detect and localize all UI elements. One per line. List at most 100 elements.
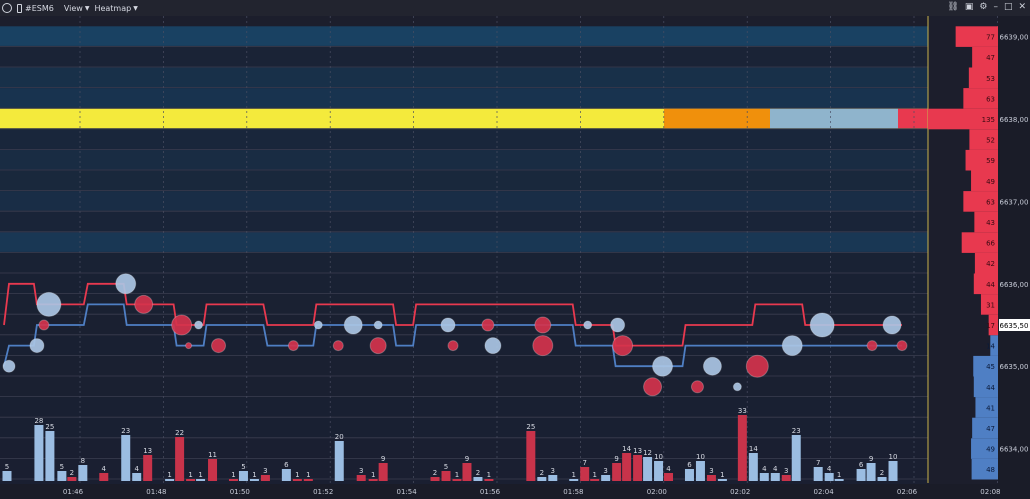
volume-bar — [441, 471, 451, 481]
volume-label: 13 — [633, 447, 642, 455]
depth-profile-layer: 77 47 53 63 135 52 59 49 63 43 66 42 44 31 17 14 45 44 41 4… — [928, 26, 998, 480]
volume-bar — [633, 455, 643, 481]
volume-bar — [57, 471, 67, 481]
volume-label: 3 — [551, 467, 555, 475]
time-tick-label: 01:52 — [313, 488, 333, 496]
heatmap-row — [0, 26, 928, 46]
volume-label: 6 — [687, 461, 692, 469]
gear-icon[interactable]: ⚙ — [979, 2, 988, 12]
volume-label: 9 — [465, 455, 469, 463]
volume-bar — [45, 431, 55, 481]
profile-bid-label: 41 — [986, 404, 995, 412]
heatmap-row — [0, 67, 928, 88]
volume-label: 2 — [433, 469, 437, 477]
maximize-icon[interactable]: □ — [1003, 2, 1013, 12]
time-tick-label: 02:08 — [980, 488, 1000, 496]
profile-ask-label: 63 — [986, 95, 995, 103]
heatmap-segment — [664, 108, 770, 129]
link-icon[interactable]: ⛓ — [947, 2, 959, 12]
view-menu[interactable]: View ▼ — [64, 4, 90, 13]
current-price-tag — [999, 319, 1030, 331]
volume-bar — [781, 475, 791, 481]
trade-bubble — [38, 319, 50, 331]
minimize-icon[interactable]: – — [993, 2, 998, 12]
close-icon[interactable]: ✕ — [1018, 2, 1026, 12]
caret-down-icon: ▼ — [84, 4, 90, 12]
volume-bar — [260, 475, 270, 481]
time-tick-label: 01:48 — [146, 488, 166, 496]
current-price-label: 6635,50 — [1000, 322, 1029, 330]
time-tick-label: 01:54 — [397, 488, 418, 496]
volume-bar — [664, 473, 674, 481]
volume-bar — [695, 461, 705, 481]
volume-label: 4 — [102, 465, 107, 473]
volume-label: 8 — [81, 457, 85, 465]
heatmap-layer — [0, 26, 928, 499]
volume-label: 3 — [784, 467, 788, 475]
heatmap-row — [0, 211, 928, 232]
profile-ask-label: 47 — [986, 54, 995, 62]
axes-layer: 6639,00 6638,00 6637,00 6636,00 6635,50 6635,… — [0, 16, 1030, 499]
volume-bar — [877, 477, 887, 481]
volume-bar — [601, 475, 611, 481]
volume-label: 2 — [70, 469, 74, 477]
heatmap-row — [0, 438, 928, 458]
heatmap-row — [0, 191, 928, 211]
time-tick-label: 02:06 — [897, 488, 918, 496]
volume-bar — [526, 431, 536, 481]
profile-ask-bar — [961, 232, 998, 253]
profile-bid-bar — [973, 355, 998, 377]
price-tick-label: 6636,00 — [1000, 281, 1029, 289]
volume-label: 7 — [816, 459, 820, 467]
trade-bubble — [781, 335, 803, 357]
volume-bar — [612, 463, 622, 481]
heatmap-menu[interactable]: Heatmap ▼ — [94, 4, 137, 13]
volume-bar — [462, 463, 472, 481]
profile-ask-label: 44 — [986, 281, 995, 289]
volume-bar — [770, 473, 780, 481]
volume-label: 3 — [603, 467, 607, 475]
volume-label: 23 — [792, 427, 801, 435]
symbol-selector[interactable]: #ESM6 — [2, 3, 54, 13]
profile-ask-bar — [963, 88, 998, 109]
trade-bubble — [115, 273, 137, 295]
volume-bar — [866, 463, 876, 481]
time-tick-label: 02:04 — [814, 488, 835, 496]
profile-ask-label: 53 — [986, 75, 995, 83]
trade-bubble — [343, 315, 363, 335]
profile-bid-bar — [971, 438, 998, 459]
profile-ask-label: 135 — [982, 116, 995, 124]
volume-label: 5 — [5, 463, 9, 471]
platform-logo-icon — [2, 3, 12, 13]
trade-bubble — [447, 340, 459, 352]
heatmap-row — [0, 232, 928, 252]
time-axis-bg — [0, 484, 1030, 499]
volume-bar — [430, 477, 440, 481]
volume-bar — [813, 467, 823, 481]
volume-bar — [292, 479, 302, 481]
trade-bubble — [882, 315, 902, 335]
window-controls: ⛓ ▣ ⚙ – □ ✕ — [947, 2, 1026, 12]
volume-label: 9 — [614, 455, 618, 463]
trade-bubble — [896, 340, 908, 352]
volume-label: 4 — [773, 465, 778, 473]
trade-bubble — [171, 314, 193, 336]
trade-bubble — [866, 340, 878, 352]
volume-label: 1 — [295, 471, 299, 479]
volume-bar — [537, 477, 547, 481]
volume-label: 20 — [335, 433, 344, 441]
profile-bid-label: 47 — [986, 425, 995, 433]
volume-bar — [748, 453, 758, 481]
volume-bar — [34, 425, 44, 481]
camera-icon[interactable]: ▣ — [964, 2, 974, 12]
trade-bubble — [612, 335, 634, 357]
volume-bar — [548, 475, 558, 481]
volume-bar — [569, 479, 579, 481]
heatmap-row — [0, 252, 928, 273]
volume-bar — [888, 461, 898, 481]
volume-bar — [175, 437, 185, 481]
volume-label: 1 — [592, 471, 596, 479]
volume-label: 1 — [188, 471, 192, 479]
profile-ask-bar — [963, 191, 998, 212]
